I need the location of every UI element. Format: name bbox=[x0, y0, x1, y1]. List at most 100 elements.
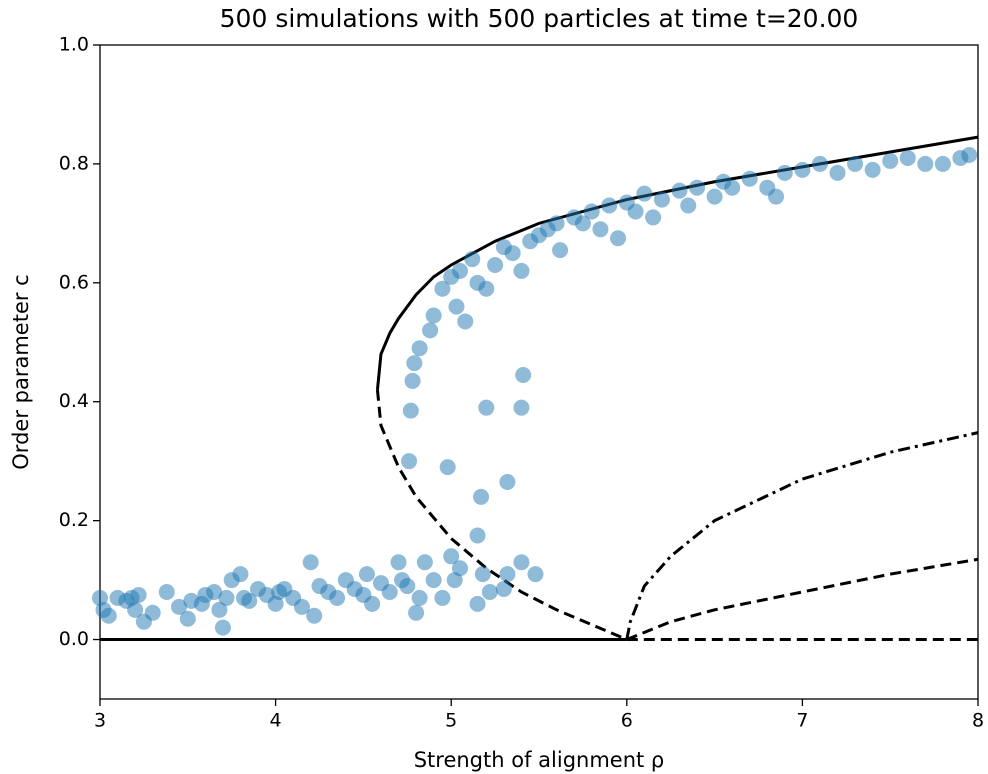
point bbox=[130, 586, 147, 603]
x-tick-label: 7 bbox=[796, 710, 808, 732]
point bbox=[401, 453, 418, 470]
point bbox=[548, 215, 565, 232]
point bbox=[474, 566, 491, 583]
point bbox=[329, 589, 346, 606]
x-tick-label: 8 bbox=[972, 710, 984, 732]
point bbox=[934, 155, 951, 172]
point bbox=[829, 164, 846, 181]
point bbox=[680, 197, 697, 214]
point bbox=[411, 589, 428, 606]
point bbox=[574, 215, 591, 232]
point bbox=[439, 459, 456, 476]
point bbox=[741, 170, 758, 187]
point bbox=[306, 607, 323, 624]
point bbox=[469, 595, 486, 612]
curve bbox=[625, 431, 979, 640]
point bbox=[404, 372, 421, 389]
point bbox=[645, 209, 662, 226]
point bbox=[601, 197, 618, 214]
point bbox=[495, 581, 512, 598]
point bbox=[211, 601, 228, 618]
point bbox=[302, 554, 319, 571]
point bbox=[689, 179, 706, 196]
point bbox=[411, 340, 428, 357]
x-tick-label: 5 bbox=[445, 710, 457, 732]
point bbox=[390, 554, 407, 571]
point bbox=[847, 155, 864, 172]
y-tick-label: 1.0 bbox=[59, 34, 89, 56]
point bbox=[724, 179, 741, 196]
point bbox=[478, 280, 495, 297]
point bbox=[408, 604, 425, 621]
x-tick-label: 3 bbox=[94, 710, 106, 732]
y-tick-label: 0.0 bbox=[59, 628, 89, 650]
y-tick-label: 0.2 bbox=[59, 509, 89, 531]
point bbox=[515, 366, 532, 383]
point bbox=[513, 554, 530, 571]
point bbox=[425, 572, 442, 589]
point bbox=[171, 598, 188, 615]
point bbox=[144, 604, 161, 621]
point bbox=[241, 592, 258, 609]
plot-frame bbox=[99, 44, 979, 700]
point bbox=[206, 583, 223, 600]
point bbox=[513, 262, 530, 279]
point bbox=[434, 280, 451, 297]
point bbox=[671, 182, 688, 199]
point bbox=[706, 188, 723, 205]
point bbox=[232, 566, 249, 583]
point bbox=[451, 262, 468, 279]
point bbox=[961, 146, 978, 163]
point bbox=[381, 583, 398, 600]
point bbox=[499, 473, 516, 490]
point bbox=[448, 298, 465, 315]
point bbox=[158, 583, 175, 600]
point bbox=[794, 161, 811, 178]
x-tick-label: 6 bbox=[621, 710, 633, 732]
point bbox=[499, 566, 516, 583]
point bbox=[899, 149, 916, 166]
point bbox=[811, 155, 828, 172]
point bbox=[864, 161, 881, 178]
y-tick-label: 0.8 bbox=[59, 152, 89, 174]
x-axis-label: Strength of alignment ρ bbox=[414, 748, 665, 772]
point bbox=[882, 152, 899, 169]
point bbox=[478, 399, 495, 416]
point bbox=[610, 230, 627, 247]
point bbox=[464, 251, 481, 268]
point bbox=[504, 245, 521, 262]
point bbox=[451, 560, 468, 577]
point bbox=[636, 185, 653, 202]
point bbox=[179, 610, 196, 627]
point bbox=[768, 188, 785, 205]
point bbox=[406, 355, 423, 372]
curve bbox=[375, 389, 628, 641]
point bbox=[293, 598, 310, 615]
point bbox=[487, 256, 504, 273]
curve bbox=[626, 557, 979, 641]
point bbox=[399, 578, 416, 595]
point bbox=[776, 164, 793, 181]
chart-title: 500 simulations with 500 particles at ti… bbox=[220, 4, 859, 33]
point bbox=[583, 203, 600, 220]
point bbox=[552, 242, 569, 259]
point bbox=[527, 566, 544, 583]
point bbox=[457, 313, 474, 330]
y-tick-label: 0.6 bbox=[59, 271, 89, 293]
x-tick-label: 4 bbox=[270, 710, 282, 732]
point bbox=[416, 554, 433, 571]
point bbox=[127, 601, 144, 618]
point bbox=[443, 548, 460, 565]
y-axis-label: Order parameter c bbox=[9, 274, 33, 469]
point bbox=[434, 589, 451, 606]
point bbox=[473, 488, 490, 505]
point bbox=[214, 619, 231, 636]
point bbox=[513, 399, 530, 416]
point bbox=[627, 203, 644, 220]
point bbox=[364, 595, 381, 612]
point bbox=[917, 155, 934, 172]
point bbox=[422, 322, 439, 339]
point bbox=[402, 402, 419, 419]
